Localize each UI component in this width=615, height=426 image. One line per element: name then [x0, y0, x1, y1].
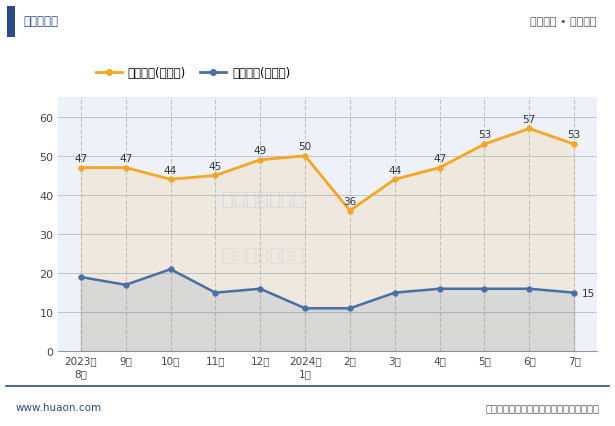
Text: 36: 36 — [343, 196, 357, 206]
Text: 专业严谨 • 客观科学: 专业严谨 • 客观科学 — [530, 17, 597, 26]
Bar — [7, 7, 15, 38]
Text: 华经情报网: 华经情报网 — [23, 15, 58, 28]
Text: 47: 47 — [74, 153, 87, 164]
Text: 47: 47 — [119, 153, 132, 164]
Text: 华经产业研究院: 华经产业研究院 — [222, 190, 304, 209]
Text: 2023-2024年杭州市（境内目的地/货源地）进、出口额: 2023-2024年杭州市（境内目的地/货源地）进、出口额 — [154, 59, 461, 77]
Text: 49: 49 — [253, 146, 267, 155]
Text: 资料来源：中国海关，华经产业研究院整理: 资料来源：中国海关，华经产业研究院整理 — [486, 403, 600, 412]
Text: 57: 57 — [523, 115, 536, 124]
Text: 44: 44 — [388, 165, 402, 175]
Text: www.huaon.com: www.huaon.com — [15, 403, 101, 412]
Text: 53: 53 — [478, 130, 491, 140]
Text: 50: 50 — [298, 142, 312, 152]
Text: 15: 15 — [582, 288, 595, 298]
Legend: 出口总额(亿美元), 进口总额(亿美元): 出口总额(亿美元), 进口总额(亿美元) — [91, 62, 295, 84]
Text: 44: 44 — [164, 165, 177, 175]
Text: 53: 53 — [568, 130, 581, 140]
Text: 华经产业研究院: 华经产业研究院 — [222, 246, 304, 265]
Text: 45: 45 — [208, 161, 222, 171]
Text: 47: 47 — [433, 153, 446, 164]
